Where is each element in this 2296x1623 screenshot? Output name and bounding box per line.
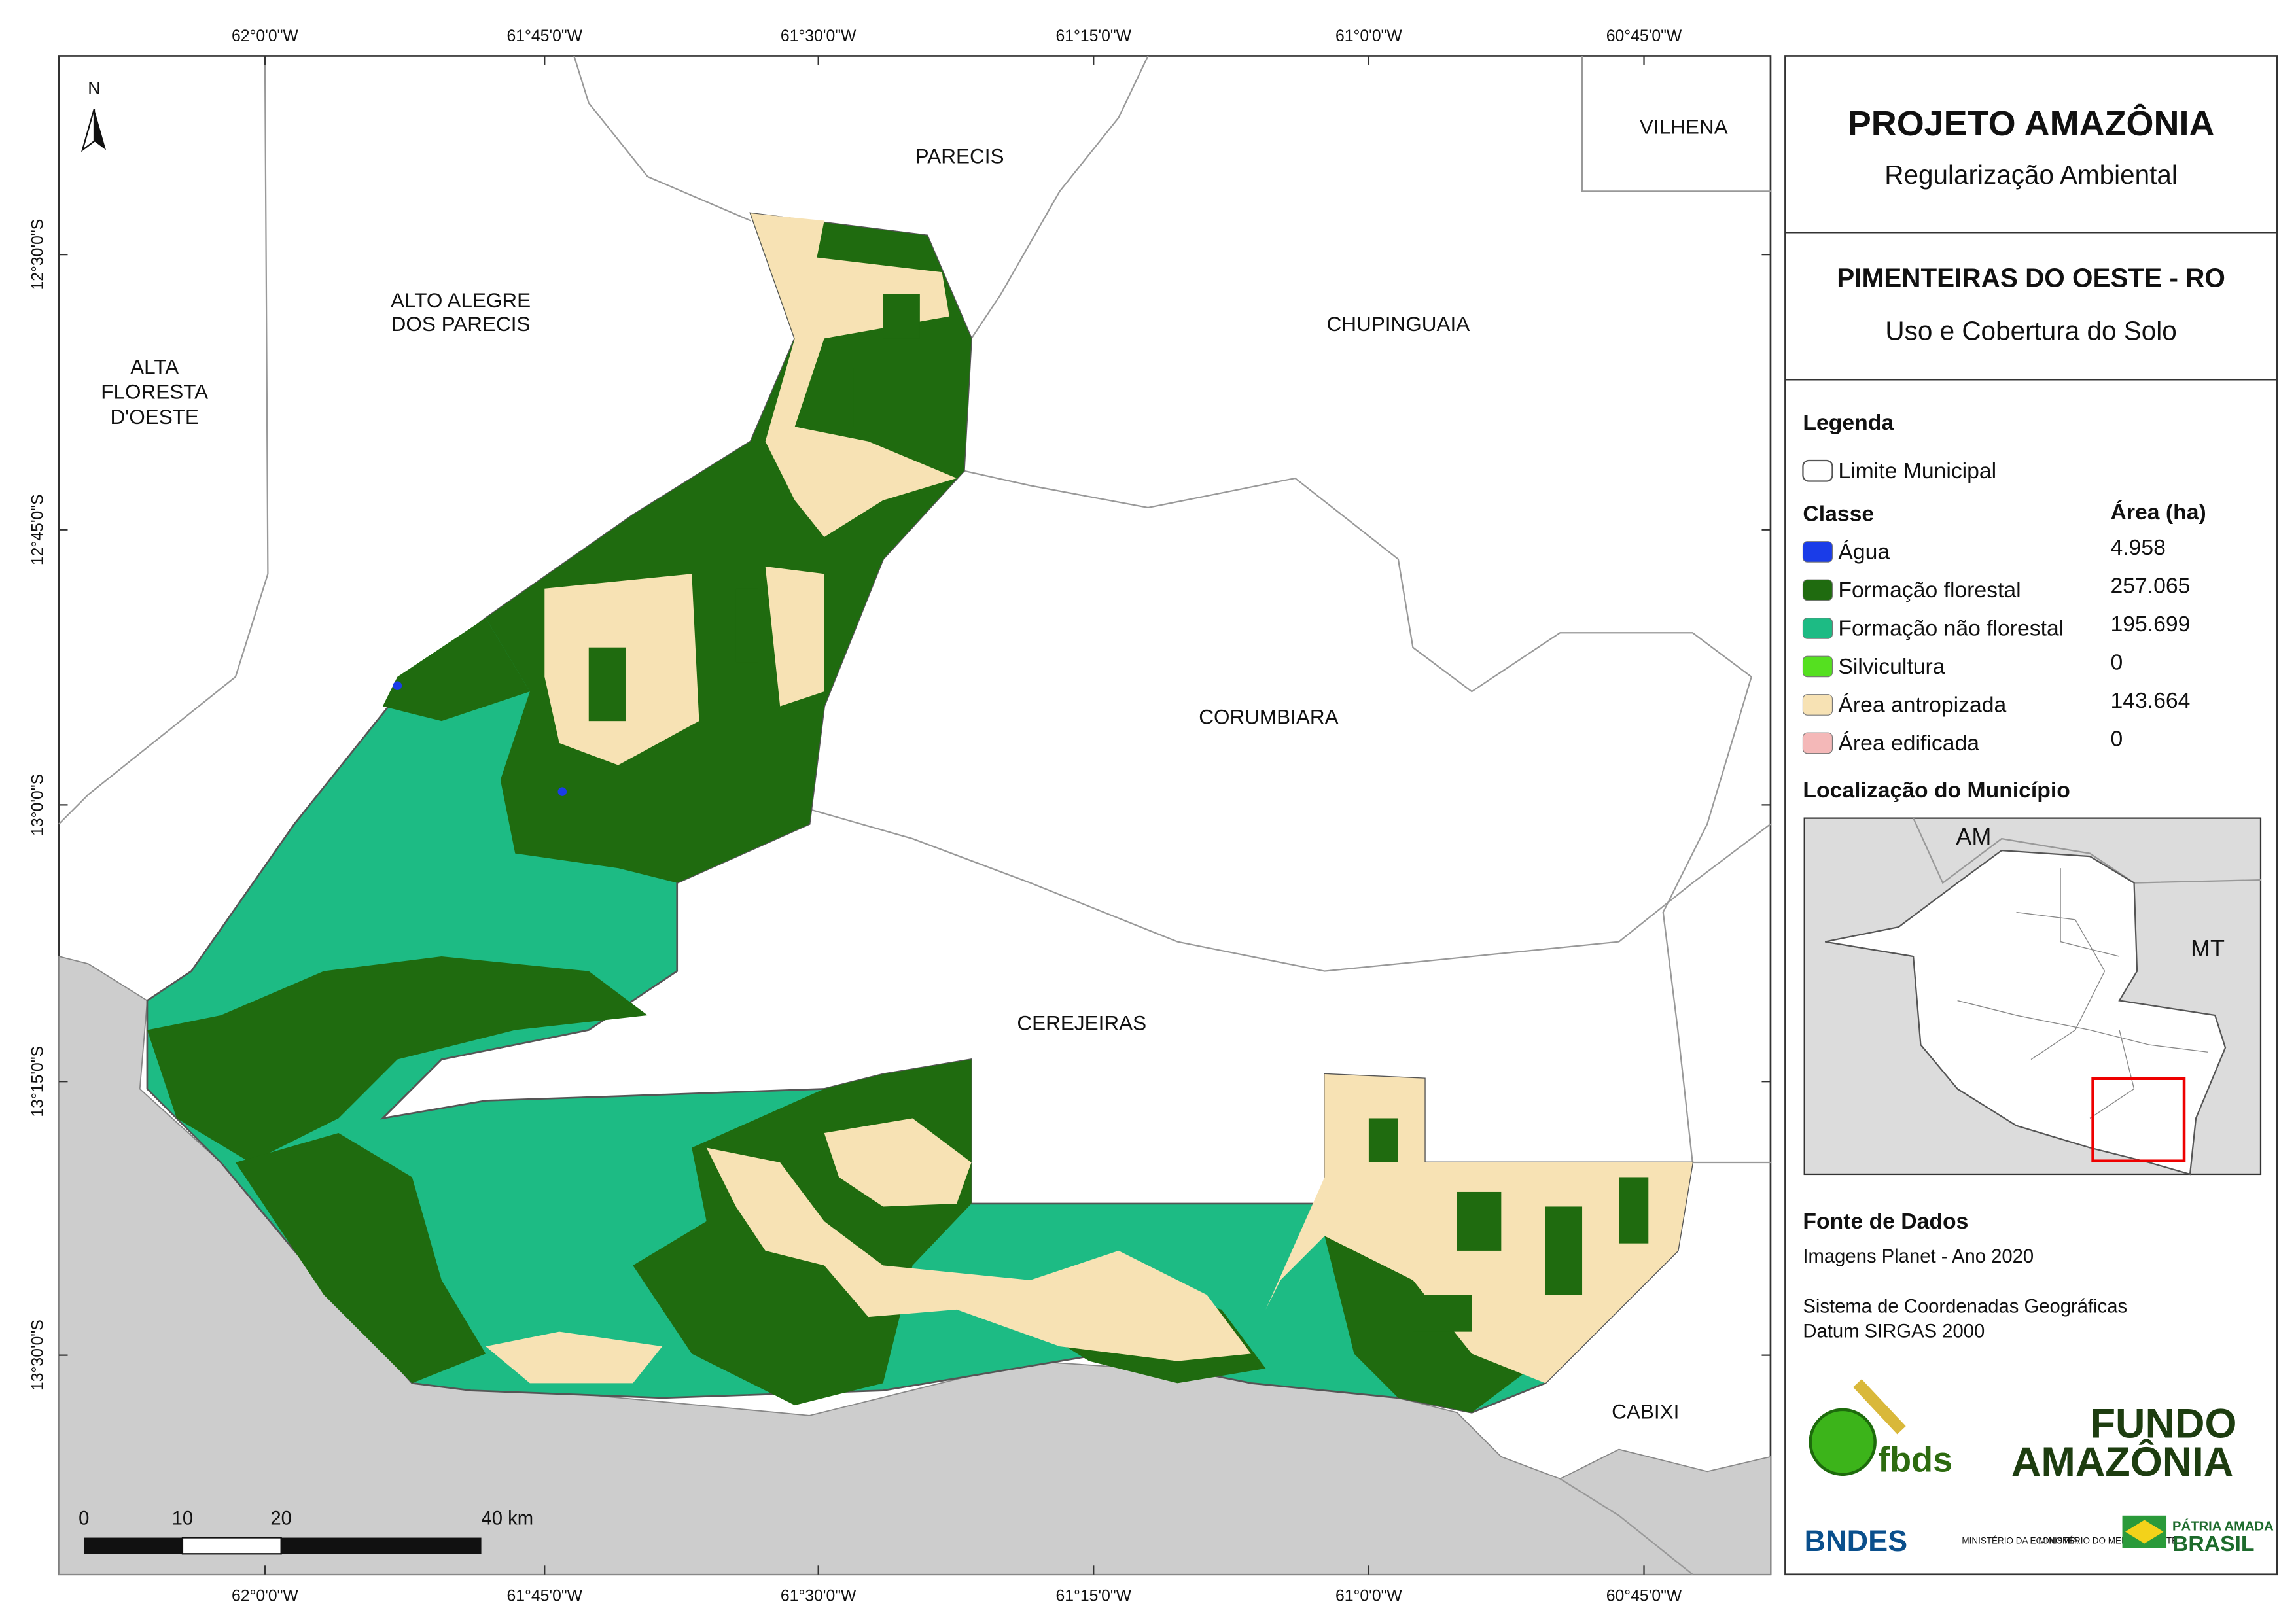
- place-label: PARECIS: [915, 145, 1004, 168]
- latitude-label: 12°30'0"S: [29, 219, 46, 290]
- longitude-label: 60°45'0"W: [1606, 27, 1682, 45]
- north-label: N: [88, 79, 101, 98]
- legend-label: Formação não florestal: [1838, 616, 2064, 641]
- legend-swatch: [1802, 694, 1833, 716]
- legend-label: Formação florestal: [1838, 578, 2021, 602]
- legend-swatch: [1802, 579, 1833, 601]
- scale-label: 10: [172, 1508, 194, 1529]
- place-label: VILHENA: [1640, 115, 1728, 139]
- latitude-label: 13°0'0"S: [29, 774, 46, 836]
- legend-swatch: [1802, 655, 1833, 678]
- source-line: Imagens Planet - Ano 2020: [1803, 1246, 2034, 1267]
- longitude-label: 61°30'0"W: [781, 1587, 857, 1605]
- inset-boundary: [1913, 818, 2261, 884]
- longitude-label: 61°15'0"W: [1056, 1587, 1132, 1605]
- longitude-label: 61°0'0"W: [1335, 1587, 1402, 1605]
- area-header: Área (ha): [2111, 500, 2206, 525]
- location-title: Localização do Município: [1803, 778, 2070, 803]
- side-panel: PROJETO AMAZÔNIA Regularização Ambiental…: [1784, 55, 2278, 1576]
- class-header: Classe: [1803, 501, 1874, 526]
- place-label: CEREJEIRAS: [1017, 1011, 1146, 1035]
- scale-label: 40 km: [482, 1508, 534, 1529]
- legend-items: Água 4.958 Formação florestal 257.065 Formaç…: [1802, 535, 2191, 756]
- legend-label: Silvicultura: [1838, 654, 1945, 679]
- inset-municipalities: [1957, 868, 2208, 1119]
- sources-title: Fonte de Dados: [1803, 1209, 1968, 1234]
- forest-fragments: [588, 294, 1649, 1332]
- longitude-label: 62°0'0"W: [232, 27, 298, 45]
- legend-area: 195.699: [2111, 612, 2191, 637]
- location-inset: AM MT: [1803, 817, 2262, 1176]
- scale-label: 0: [79, 1508, 89, 1529]
- legend-area: 143.664: [2111, 688, 2191, 713]
- legend-area: 0: [2111, 650, 2123, 674]
- ministry-text: MINISTÉRIO DA ECONOMIA: [1962, 1536, 2078, 1546]
- project-title: PROJETO AMAZÔNIA: [1848, 103, 2215, 143]
- fbds-mark: [1853, 1379, 1906, 1435]
- place-label: ALTA FLORESTA D'OESTE: [101, 355, 208, 428]
- legend-label: Área edificada: [1838, 731, 1979, 756]
- scale-label: 20: [270, 1508, 292, 1529]
- latitude-label: 12°45'0"S: [29, 494, 46, 565]
- source-line: Datum SIRGAS 2000: [1803, 1321, 1985, 1342]
- boundary-label: Limite Municipal: [1838, 459, 1996, 483]
- patria-text: PÁTRIA AMADA: [2172, 1518, 2274, 1533]
- state-label: AM: [1956, 823, 1991, 850]
- place-label: CORUMBIARA: [1199, 705, 1338, 729]
- amazonia-text: AMAZÔNIA: [2011, 1439, 2233, 1485]
- water: [557, 787, 567, 796]
- bndes-text: BNDES: [1805, 1524, 1907, 1558]
- legend-swatch: [1802, 541, 1833, 563]
- legend-area: 0: [2111, 726, 2123, 751]
- map-frame: N PARECIS VILHENA ALTO ALEGRE DOS PARECIS AL…: [58, 55, 1772, 1576]
- boundary-swatch: [1802, 459, 1833, 482]
- longitude-label: 62°0'0"W: [232, 1587, 298, 1605]
- scale-segment: [281, 1537, 482, 1554]
- legend-label: Água: [1838, 540, 1890, 565]
- place-label: CABIXI: [1612, 1399, 1679, 1423]
- fbds-text: fbds: [1878, 1440, 1952, 1479]
- flag-diamond: [2125, 1520, 2164, 1544]
- longitude-label: 61°0'0"W: [1335, 27, 1402, 45]
- place-label: ALTO ALEGRE DOS PARECIS: [391, 288, 531, 336]
- place-labels: PARECIS VILHENA ALTO ALEGRE DOS PARECIS ALTA…: [101, 115, 1727, 1423]
- latitude-label: 13°15'0"S: [29, 1046, 46, 1117]
- place-label: CHUPINGUAIA: [1327, 312, 1470, 336]
- scale-segment: [181, 1537, 282, 1555]
- municipal-boundaries: [58, 55, 1771, 1575]
- longitude-label: 60°45'0"W: [1606, 1587, 1682, 1605]
- brasil-text: BRASIL: [2172, 1531, 2255, 1556]
- legend-area: 4.958: [2111, 535, 2166, 560]
- legend-swatch: [1802, 732, 1833, 754]
- longitude-label: 61°15'0"W: [1056, 27, 1132, 45]
- longitude-label: 61°45'0"W: [507, 27, 583, 45]
- map-subtitle: Uso e Cobertura do Solo: [1885, 316, 2176, 346]
- north-arrow: N: [80, 79, 106, 152]
- state-label: MT: [2191, 935, 2225, 962]
- longitude-label: 61°30'0"W: [781, 27, 857, 45]
- fbds-globe: [1809, 1408, 1877, 1476]
- fundo-text: FUNDO: [2091, 1401, 2237, 1447]
- legend-area: 257.065: [2111, 573, 2191, 598]
- project-subtitle: Regularização Ambiental: [1884, 160, 2178, 190]
- scale-segment: [84, 1537, 183, 1554]
- water: [393, 681, 402, 690]
- legend-label: Área antropizada: [1838, 693, 2006, 718]
- logos: fbds FUNDO AMAZÔNIA BNDES MINISTÉRIO DA …: [1805, 1379, 2274, 1558]
- panel-border: [1784, 55, 2278, 1576]
- coordinate-labels: 62°0'0"W 62°0'0"W 61°45'0"W 61°45'0"W 61°30'…: [29, 27, 1771, 1605]
- inset-highlight: [2091, 1077, 2186, 1162]
- longitude-label: 61°45'0"W: [507, 1587, 583, 1605]
- legend-swatch: [1802, 618, 1833, 639]
- map-title: PIMENTEIRAS DO OESTE - RO: [1837, 263, 2225, 293]
- source-line: Sistema de Coordenadas Geográficas: [1803, 1296, 2127, 1317]
- scale-bar: 0 10 20 40 km: [79, 1508, 534, 1555]
- legend-title: Legenda: [1803, 410, 1894, 435]
- latitude-label: 13°30'0"S: [29, 1319, 46, 1391]
